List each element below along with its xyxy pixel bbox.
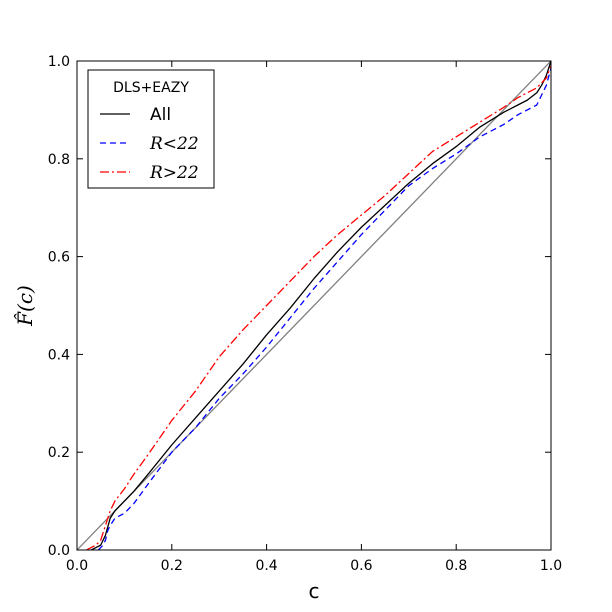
- axis-ticks: 0.0 0.2 0.4 0.6 0.8 1.0 0.0 0.2 0.4 0.6 0.8 1.0: [48, 54, 562, 574]
- y-axis-label: F̂(c): [13, 285, 37, 327]
- x-tick-label: 1.0: [540, 558, 562, 574]
- legend-label-1: R<22: [149, 134, 199, 154]
- series-line-2: [86, 65, 551, 550]
- y-tick-label: 1.0: [48, 54, 70, 70]
- plot-area: [77, 61, 551, 550]
- x-axis-label: c: [309, 579, 320, 603]
- series-line-0: [90, 61, 551, 550]
- x-tick-label: 0.0: [66, 558, 88, 574]
- y-tick-label: 0.6: [48, 250, 70, 266]
- y-tick-label: 0.4: [48, 347, 70, 363]
- x-tick-label: 0.4: [255, 558, 277, 574]
- x-tick-label: 0.6: [350, 558, 372, 574]
- axes-frame: [76, 60, 552, 551]
- y-tick-label: 0.0: [48, 543, 70, 559]
- y-tick-label: 0.2: [48, 445, 70, 461]
- diagonal-reference-line: [77, 61, 551, 550]
- series-line-1: [97, 68, 551, 550]
- legend-box: [87, 69, 215, 189]
- x-tick-label: 0.2: [161, 558, 183, 574]
- legend-label-0: All: [150, 105, 171, 125]
- y-tick-label: 0.8: [48, 152, 70, 168]
- x-tick-label: 0.8: [445, 558, 467, 574]
- legend: DLS+EAZY All R<22 R>22: [87, 69, 215, 189]
- legend-label-2: R>22: [149, 163, 199, 183]
- legend-title: DLS+EAZY: [113, 80, 189, 96]
- legend-entries: All R<22 R>22: [100, 105, 199, 183]
- plot-lines: [77, 61, 551, 550]
